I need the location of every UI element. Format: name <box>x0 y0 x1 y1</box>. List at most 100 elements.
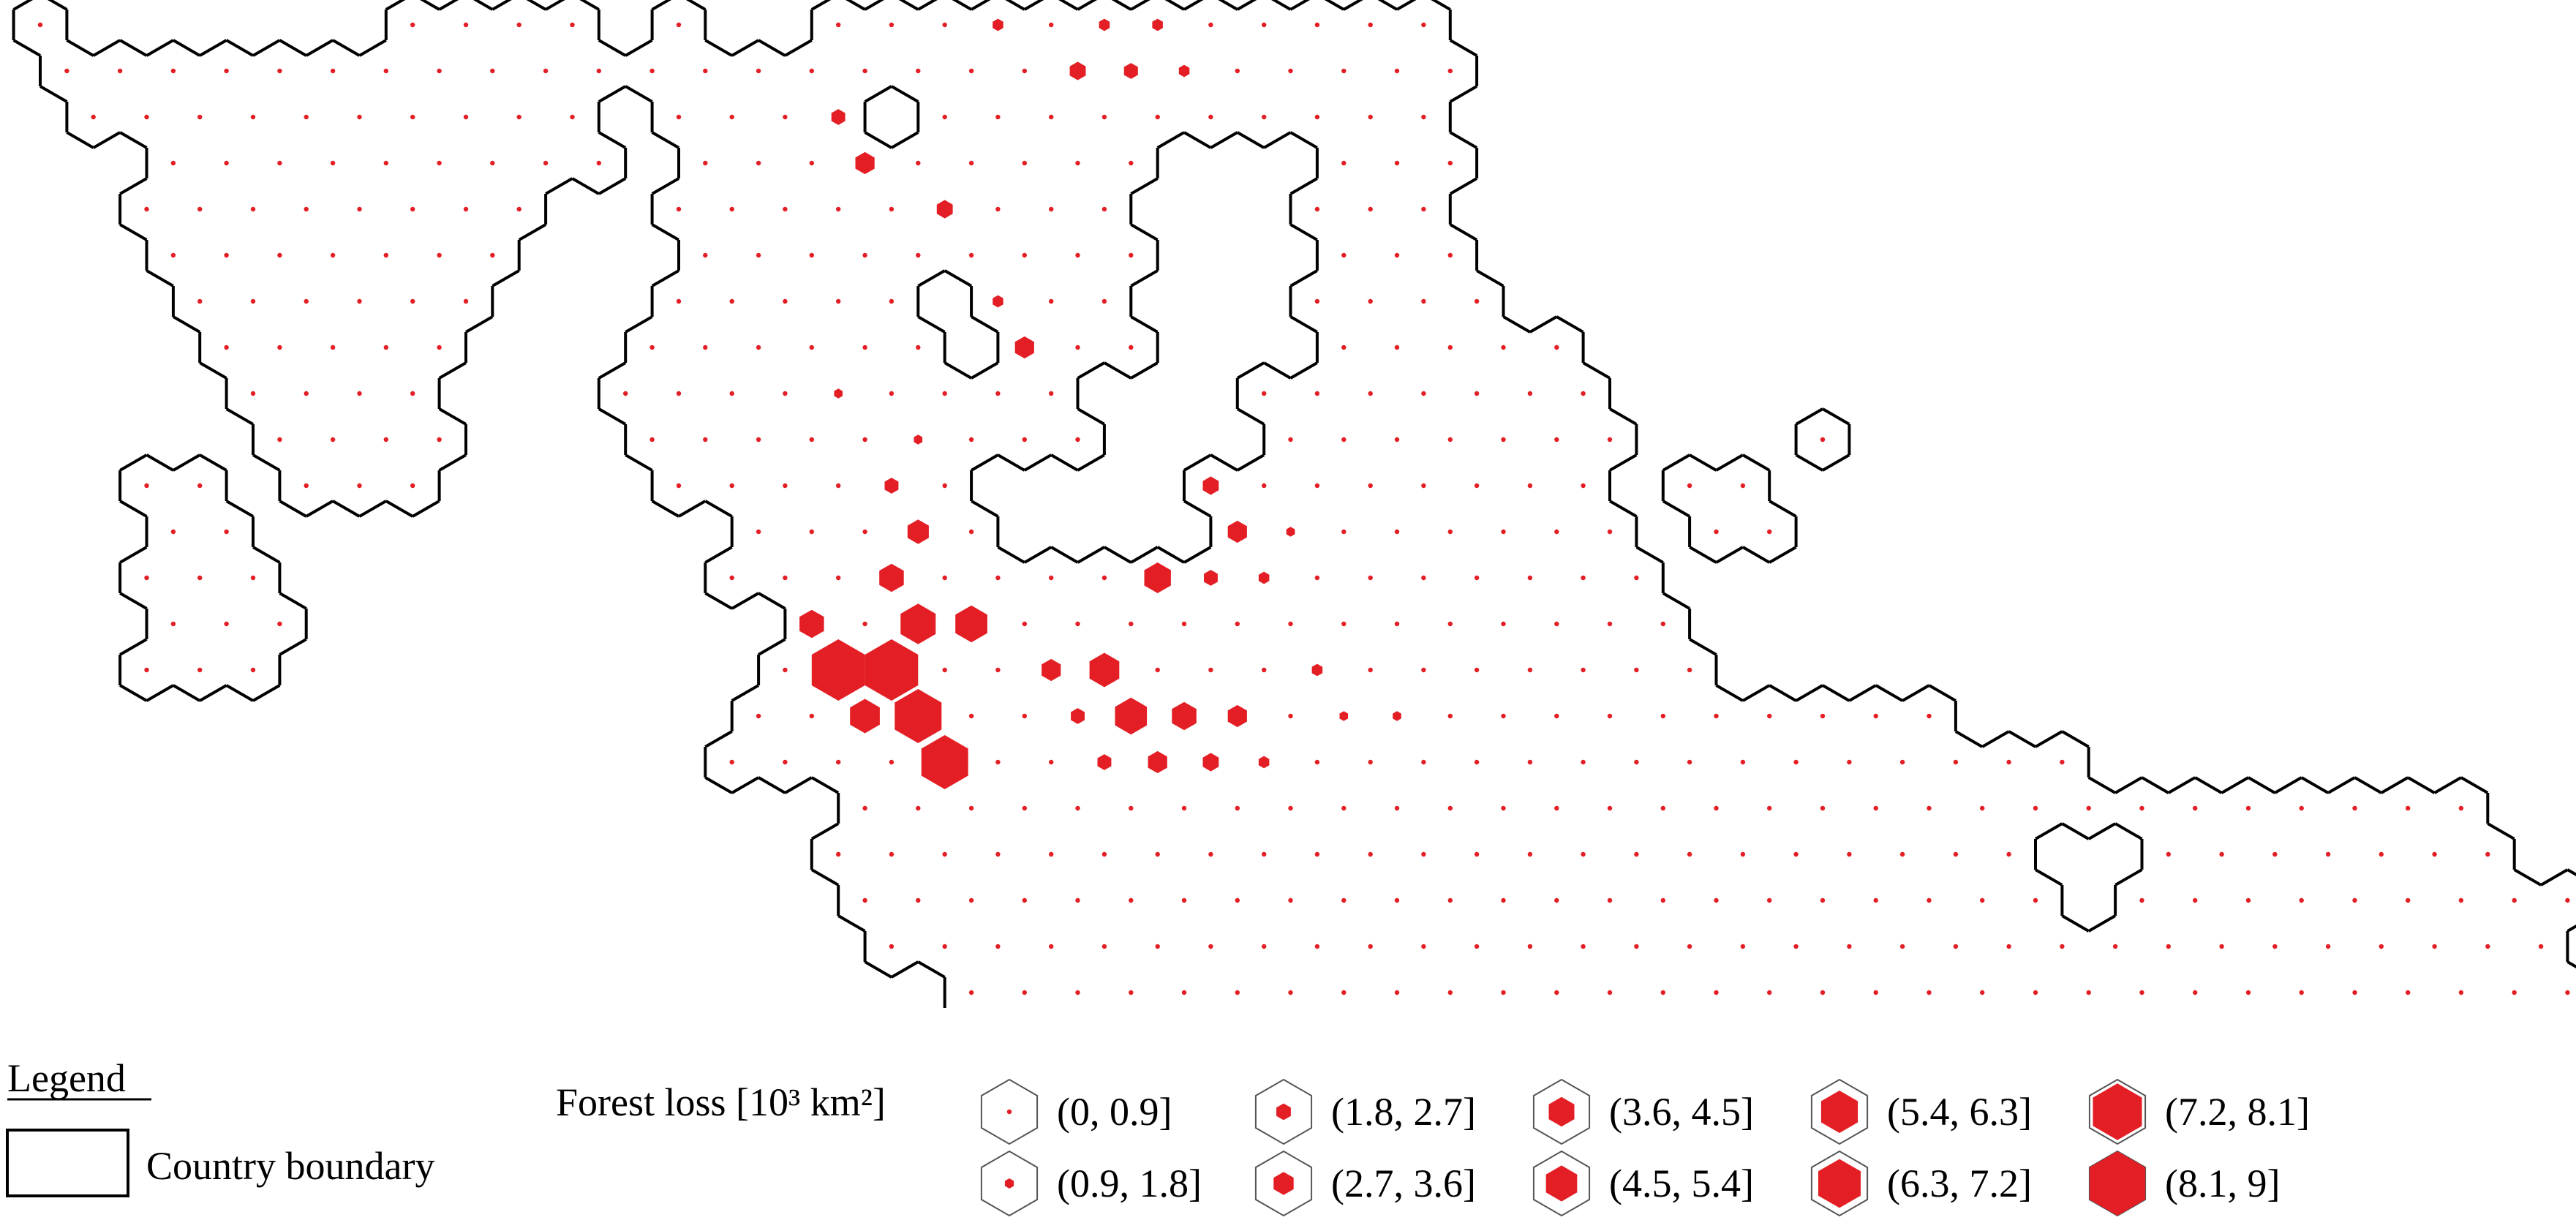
forest-loss-marker <box>703 68 708 74</box>
forest-loss-marker <box>756 529 761 535</box>
forest-loss-marker <box>916 805 921 811</box>
forest-loss-marker <box>1258 756 1270 769</box>
forest-loss-marker <box>1075 252 1080 258</box>
forest-loss-marker <box>1022 897 1028 903</box>
forest-loss-marker <box>1101 851 1107 857</box>
forest-loss-marker <box>1286 527 1295 537</box>
forest-loss-marker <box>1394 990 1400 995</box>
forest-loss-marker <box>1368 483 1373 489</box>
legend-class-label: (2.7, 3.6] <box>1331 1162 1476 1205</box>
forest-loss-marker <box>1554 713 1559 719</box>
forest-loss-marker <box>968 713 974 719</box>
forest-loss-marker <box>1022 805 1028 811</box>
forest-loss-marker <box>2139 805 2144 811</box>
forest-loss-marker <box>250 206 256 212</box>
forest-loss-marker <box>836 206 841 212</box>
forest-loss-marker <box>277 252 282 258</box>
forest-loss-cells <box>37 18 2570 995</box>
forest-loss-marker <box>2139 990 2144 995</box>
forest-loss-marker <box>889 22 895 28</box>
forest-loss-marker <box>1899 944 1905 949</box>
forest-loss-marker <box>1607 437 1613 443</box>
forest-loss-marker <box>1341 621 1347 627</box>
forest-loss-marker <box>1847 944 1852 949</box>
legend-swatch-fill <box>1273 1172 1294 1195</box>
forest-loss-marker <box>995 391 1001 396</box>
forest-loss-marker <box>1262 483 1267 489</box>
forest-loss-marker <box>144 206 149 212</box>
forest-loss-marker <box>1049 391 1054 396</box>
forest-loss-marker <box>676 483 682 489</box>
forest-loss-marker <box>1767 805 1772 811</box>
forest-loss-marker <box>862 897 867 903</box>
forest-loss-marker <box>1115 697 1148 735</box>
forest-loss-marker <box>1049 114 1054 120</box>
forest-loss-marker <box>250 114 256 120</box>
forest-loss-marker <box>1474 483 1480 489</box>
forest-loss-marker <box>1501 621 1506 627</box>
forest-loss-marker <box>649 437 655 443</box>
forest-loss-marker <box>463 22 469 28</box>
forest-loss-marker <box>1393 711 1401 721</box>
forest-loss-marker <box>1129 805 1134 811</box>
forest-loss-marker <box>197 114 203 120</box>
forest-loss-marker <box>968 160 974 166</box>
forest-loss-marker <box>1341 805 1347 811</box>
forest-loss-marker <box>879 563 904 592</box>
forest-loss-marker <box>1927 805 1932 811</box>
forest-loss-marker <box>1235 621 1240 627</box>
forest-loss-marker <box>1129 160 1134 166</box>
forest-loss-marker <box>1394 68 1400 74</box>
forest-loss-marker <box>1227 520 1247 543</box>
forest-loss-marker <box>1554 437 1559 443</box>
land-cell <box>385 0 440 56</box>
forest-loss-marker <box>2352 805 2357 811</box>
forest-loss-marker <box>2325 944 2331 949</box>
forest-loss-marker <box>1527 483 1533 489</box>
forest-loss-marker <box>834 388 843 399</box>
forest-loss-marker <box>1144 562 1171 593</box>
forest-loss-marker <box>490 252 495 258</box>
forest-loss-marker <box>809 252 815 258</box>
forest-loss-marker <box>197 483 203 489</box>
land-cell <box>13 0 67 56</box>
forest-loss-marker <box>1474 944 1480 949</box>
forest-loss-marker <box>942 22 947 28</box>
forest-loss-marker <box>2485 851 2490 857</box>
forest-loss-marker <box>1262 944 1267 949</box>
forest-loss-marker <box>729 298 734 304</box>
forest-loss-marker <box>1714 805 1719 811</box>
forest-loss-marker <box>330 160 336 166</box>
forest-loss-marker <box>968 252 974 258</box>
forest-loss-marker <box>2060 944 2065 949</box>
forest-loss-marker <box>1501 345 1506 350</box>
forest-loss-marker <box>383 345 388 350</box>
forest-loss-marker <box>1049 575 1054 581</box>
forest-loss-marker <box>1262 391 1267 396</box>
forest-loss-marker <box>756 437 761 443</box>
forest-loss-marker <box>1740 851 1746 857</box>
forest-loss-marker <box>1873 713 1878 719</box>
forest-loss-marker <box>1394 621 1400 627</box>
forest-loss-marker <box>2379 944 2384 949</box>
forest-loss-marker <box>1660 621 1665 627</box>
forest-loss-marker <box>1847 759 1852 765</box>
forest-loss-marker <box>703 252 708 258</box>
forest-loss-marker <box>1607 529 1613 535</box>
forest-loss-marker <box>2406 897 2411 903</box>
forest-loss-marker <box>2538 944 2544 949</box>
forest-loss-marker <box>1474 759 1480 765</box>
forest-loss-marker <box>968 990 974 995</box>
forest-loss-marker <box>1474 391 1480 396</box>
forest-loss-marker <box>463 298 469 304</box>
forest-loss-marker <box>1581 575 1586 581</box>
forest-loss-marker <box>1980 805 1985 811</box>
forest-loss-marker <box>1447 160 1453 166</box>
forest-loss-marker <box>1820 990 1826 995</box>
forest-loss-marker <box>676 114 682 120</box>
land-cell <box>1397 0 1450 56</box>
forest-loss-marker <box>1181 897 1187 903</box>
forest-loss-marker <box>889 944 895 949</box>
forest-loss-marker <box>1687 483 1692 489</box>
